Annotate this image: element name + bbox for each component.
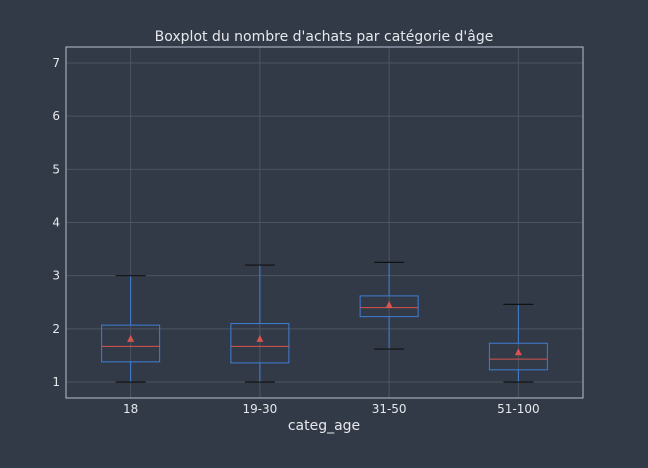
x-axis-label: categ_age: [288, 418, 360, 434]
y-tick-label: 7: [52, 56, 60, 70]
y-tick-label: 1: [52, 375, 60, 389]
y-tick-label: 2: [52, 322, 60, 336]
y-tick-label: 6: [52, 109, 60, 123]
y-tick-label: 3: [52, 269, 60, 283]
box-iqr: [101, 324, 161, 363]
box-iqr: [230, 323, 290, 364]
plot-area: 1 2 3 4 5 6 7 18 19-30 31-50 51-100: [52, 46, 584, 416]
x-tick-label: 51-100: [497, 402, 540, 416]
y-tick-label: 5: [52, 162, 60, 176]
mean-marker: [514, 348, 522, 356]
x-tick-label: 31-50: [372, 402, 407, 416]
box-iqr: [488, 342, 548, 371]
mean-marker: [385, 300, 393, 308]
y-tick-label: 4: [52, 216, 60, 230]
mean-marker: [256, 334, 264, 342]
mean-marker: [127, 334, 135, 342]
chart-title: Boxplot du nombre d'achats par catégorie…: [155, 29, 494, 45]
box-iqr: [359, 295, 419, 318]
x-tick-label: 19-30: [242, 402, 277, 416]
plot-frame: [65, 46, 584, 399]
x-tick-label: 18: [123, 402, 138, 416]
